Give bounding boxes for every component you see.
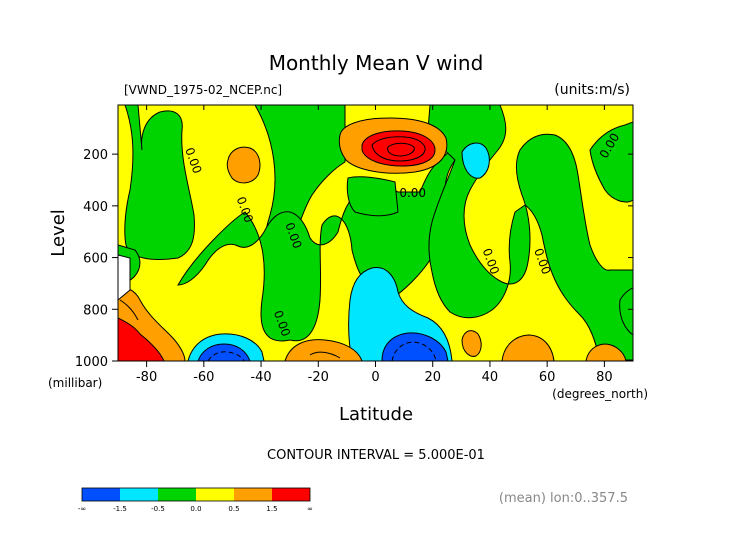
- plot-area: 0.000.000.000.000.000.00 0.000.00: [118, 105, 633, 361]
- colorbar-tick-label: -1.5: [113, 505, 127, 513]
- colorbar-frame: [81, 487, 311, 502]
- contour-line: [371, 136, 426, 162]
- colorbar-tick-label: ∞: [307, 505, 313, 513]
- x-axis: -80 -60 -40 -20 0 20 40 60 80: [136, 105, 613, 385]
- x-tick-label: 0: [371, 370, 379, 385]
- contour-band-green: [118, 105, 195, 260]
- colorbar-tick-label: 0.0: [190, 505, 201, 513]
- colorbar-tick-label: 1.5: [266, 505, 277, 513]
- contour-band-blue: [197, 343, 251, 361]
- contour-band-green: [589, 121, 633, 203]
- contour-band-green: [346, 176, 399, 217]
- contour-band-orange: [284, 339, 363, 361]
- contour-interval-text: CONTOUR INTERVAL = 5.000E-01: [267, 448, 485, 463]
- colorbar-swatch: [120, 488, 158, 501]
- contour-band-blue: [381, 332, 449, 361]
- colorbar-swatch: [196, 488, 234, 501]
- contour-band-red: [118, 317, 165, 361]
- colorbar-swatch: [272, 488, 310, 501]
- contour-band-orange: [461, 330, 482, 357]
- x-tick-label: -60: [193, 370, 214, 385]
- contour-line: [119, 299, 139, 321]
- contour-line-dashed: [391, 341, 437, 361]
- x-tick-label: -20: [308, 370, 329, 385]
- contour-band-green: [619, 287, 633, 336]
- missing-data-region: [118, 254, 131, 301]
- y-tick-label: 200: [83, 148, 108, 163]
- colorbar-swatch: [158, 488, 196, 501]
- contour-label: 0.00: [399, 186, 426, 200]
- x-tick-label: 80: [596, 370, 613, 385]
- y-axis-units: (millibar): [48, 376, 102, 390]
- contour-band-cyan: [461, 142, 490, 179]
- y-tick-label: 400: [83, 200, 108, 215]
- units-label: (units:m/s): [554, 82, 630, 98]
- mean-note: (mean) lon:0..357.5: [499, 491, 628, 506]
- y-axis: 200 400 600 800 1000: [75, 148, 633, 370]
- contour-band-orange: [501, 334, 555, 361]
- colorbar-swatch: [234, 488, 272, 501]
- contour-line: [387, 142, 415, 157]
- chart-title: Monthly Mean V wind: [269, 51, 484, 75]
- colorbar-tick-label: 0.5: [228, 505, 239, 513]
- x-tick-label: 60: [539, 370, 556, 385]
- x-tick-label: -80: [136, 370, 157, 385]
- x-tick-label: 20: [424, 370, 441, 385]
- contour-line: [309, 351, 341, 359]
- colorbar-tick-label: -∞: [78, 505, 86, 513]
- contour-band-orange: [585, 343, 627, 361]
- y-axis-label: Level: [48, 209, 69, 257]
- y-tick-label: 800: [83, 303, 108, 318]
- dataset-label: [VWND_1975-02_NCEP.nc]: [124, 83, 282, 97]
- contour-band-orange: [226, 146, 261, 184]
- y-tick-label: 600: [83, 252, 108, 267]
- y-tick-label: 1000: [75, 355, 108, 370]
- colorbar-tick-label: -0.5: [151, 505, 165, 513]
- x-axis-label: Latitude: [339, 404, 413, 425]
- x-tick-label: 40: [482, 370, 499, 385]
- colorbar: -∞ -1.5 -0.5 0.0 0.5 1.5 ∞: [78, 487, 313, 513]
- x-axis-units: (degrees_north): [552, 387, 648, 401]
- x-tick-label: -40: [250, 370, 271, 385]
- colorbar-swatch: [82, 488, 120, 501]
